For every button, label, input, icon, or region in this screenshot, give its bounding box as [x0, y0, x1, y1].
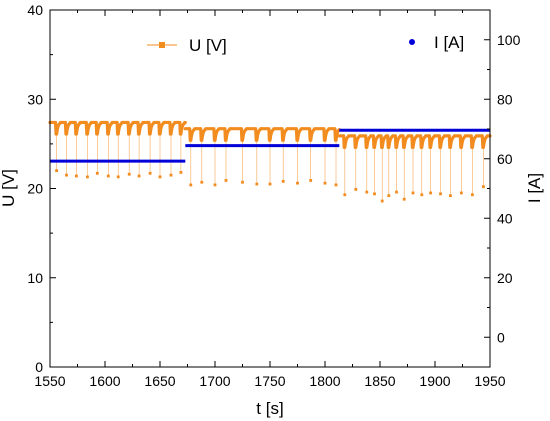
- voltage-dip-point: [75, 174, 78, 178]
- voltage-dip-point: [429, 191, 432, 195]
- x-tick-label: 1750: [254, 373, 285, 389]
- x-axis-title: t [s]: [256, 399, 283, 418]
- voltage-dip-point: [179, 171, 183, 174]
- legend-item-current: I [A]: [409, 33, 464, 52]
- y-tick-label: 20: [27, 181, 43, 197]
- y2-axis-title: I [A]: [525, 173, 544, 203]
- voltage-dip-point: [116, 175, 120, 179]
- voltage-dip-point: [65, 173, 68, 177]
- voltage-dip-point: [296, 181, 299, 185]
- ticks-layer: 1550 1600 1650 1700 1750 1800 1850 1900 1950 0 10 2…: [27, 2, 520, 389]
- legend: U [V] I [A]: [147, 33, 464, 55]
- voltage-dip-point: [241, 180, 244, 184]
- voltage-dip-point: [471, 193, 474, 197]
- y2-tick-label: 20: [497, 270, 513, 286]
- y2-tick-label: 60: [497, 151, 513, 167]
- legend-voltage-marker: [159, 42, 165, 48]
- x-tick-label: 1950: [474, 373, 505, 389]
- voltage-dip-point: [395, 190, 398, 194]
- voltage-dip-point: [411, 191, 415, 195]
- voltage-dip-point: [482, 185, 485, 189]
- legend-current-marker: [409, 39, 415, 45]
- voltage-dip-point: [373, 192, 376, 196]
- voltage-baseline-segment: [337, 134, 492, 150]
- x-tick-label: 1850: [364, 373, 395, 389]
- series-layer: [48, 120, 492, 203]
- legend-current-label: I [A]: [434, 33, 464, 52]
- voltage-dip-point: [281, 179, 285, 183]
- voltage-dip-point: [213, 183, 217, 187]
- voltage-dip-point: [380, 199, 384, 203]
- voltage-dip-point: [343, 193, 347, 197]
- axes-layer: [49, 9, 491, 368]
- voltage-dip-point: [268, 182, 272, 186]
- y-axis-title: U [V]: [0, 169, 18, 207]
- voltage-dip-point: [148, 171, 152, 175]
- voltage-dip-point: [334, 183, 338, 187]
- y-tick-label: 10: [27, 270, 43, 286]
- y2-tick-label: 100: [497, 32, 521, 48]
- voltage-dip-point: [158, 175, 162, 179]
- voltage-dip-point: [55, 169, 58, 173]
- voltage-dip-point: [255, 182, 259, 186]
- voltage-dip-point: [365, 190, 369, 194]
- voltage-dip-point: [127, 172, 131, 176]
- voltage-dip-point: [309, 179, 313, 182]
- voltage-baseline-segment: [183, 127, 341, 142]
- voltage-dip-point: [169, 173, 173, 177]
- plot-frame: [49, 9, 491, 368]
- voltage-dip-point: [323, 181, 327, 185]
- voltage-dip-point: [402, 197, 406, 201]
- y-tick-label: 0: [35, 359, 43, 375]
- legend-item-voltage: U [V]: [147, 36, 227, 55]
- y-tick-label: 40: [27, 2, 43, 18]
- y2-tick-label: 0: [497, 329, 505, 345]
- y2-tick-label: 40: [497, 210, 513, 226]
- voltage-dip-point: [449, 194, 452, 198]
- voltage-dip-point: [95, 171, 99, 175]
- x-tick-label: 1700: [199, 373, 230, 389]
- x-tick-label: 1800: [309, 373, 340, 389]
- voltage-dip-point: [189, 183, 193, 187]
- voltage-dip-point: [224, 179, 228, 182]
- voltage-dip-point: [354, 187, 358, 191]
- x-tick-label: 1650: [144, 373, 175, 389]
- voltage-dip-point: [420, 193, 424, 197]
- voltage-dip-point: [460, 191, 463, 195]
- voltage-dip-point: [137, 174, 141, 178]
- x-tick-label: 1550: [34, 373, 65, 389]
- voltage-dip-point: [106, 174, 110, 178]
- y-tick-label: 30: [27, 91, 43, 107]
- voltage-dip-point: [387, 194, 391, 198]
- y2-tick-label: 80: [497, 91, 513, 107]
- x-tick-label: 1600: [89, 373, 120, 389]
- x-tick-label: 1900: [419, 373, 450, 389]
- legend-voltage-label: U [V]: [189, 36, 227, 55]
- voltage-dip-point: [439, 192, 442, 196]
- voltage-dip-point: [200, 180, 204, 184]
- voltage-baseline-segment: [48, 120, 187, 136]
- voltage-dip-point: [86, 175, 89, 179]
